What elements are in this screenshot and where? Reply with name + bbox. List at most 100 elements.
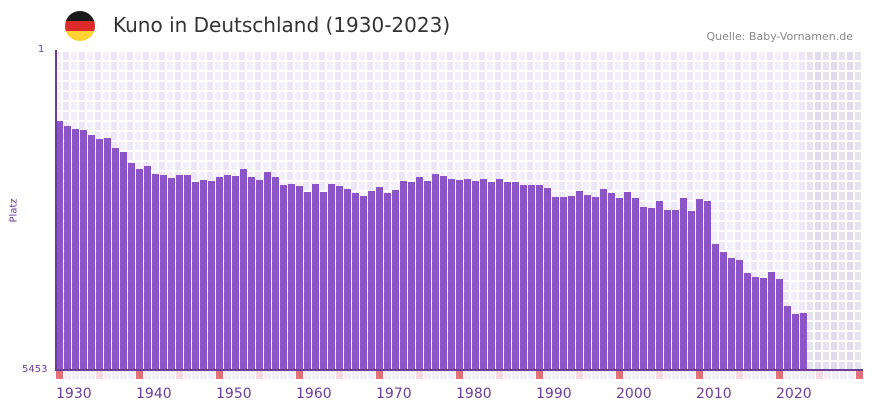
bar-1998[interactable] xyxy=(600,188,607,370)
bar-1984[interactable] xyxy=(488,181,495,370)
bar-1957[interactable] xyxy=(272,176,279,370)
bar-1947[interactable] xyxy=(192,181,199,370)
bar-2004[interactable] xyxy=(648,207,655,370)
bar-1983[interactable] xyxy=(480,178,487,370)
bar-1985[interactable] xyxy=(496,178,503,370)
bar-1964[interactable] xyxy=(328,183,335,370)
bar-1992[interactable] xyxy=(552,196,559,370)
bar-2014[interactable] xyxy=(728,257,735,370)
bar-2019[interactable] xyxy=(768,271,775,370)
bar-1977[interactable] xyxy=(432,173,439,370)
bar-1958[interactable] xyxy=(280,184,287,370)
year-marker xyxy=(272,371,279,379)
bar-2008[interactable] xyxy=(680,197,687,370)
bar-1990[interactable] xyxy=(536,184,543,370)
bar-1935[interactable] xyxy=(96,138,103,370)
bar-2010[interactable] xyxy=(696,198,703,370)
bar-1946[interactable] xyxy=(184,174,191,370)
year-marker xyxy=(608,371,615,379)
bar-1938[interactable] xyxy=(120,151,127,370)
bar-1991[interactable] xyxy=(544,187,551,370)
bar-1949[interactable] xyxy=(208,180,215,370)
bar-1981[interactable] xyxy=(464,178,471,370)
bar-1953[interactable] xyxy=(240,168,247,370)
year-marker xyxy=(704,371,711,379)
bar-1959[interactable] xyxy=(288,183,295,370)
bar-1999[interactable] xyxy=(608,192,615,370)
bar-1976[interactable] xyxy=(424,180,431,370)
bar-1966[interactable] xyxy=(344,188,351,370)
bar-1944[interactable] xyxy=(168,177,175,370)
bar-1945[interactable] xyxy=(176,174,183,370)
bar-2015[interactable] xyxy=(736,259,743,370)
bar-1996[interactable] xyxy=(584,194,591,370)
bar-2023[interactable] xyxy=(800,312,807,370)
bar-1934[interactable] xyxy=(88,135,95,370)
bar-1951[interactable] xyxy=(224,174,231,370)
bar-1969[interactable] xyxy=(368,190,375,370)
bar-2005[interactable] xyxy=(656,200,663,370)
bar-1995[interactable] xyxy=(576,190,583,370)
bar-1961[interactable] xyxy=(304,191,311,370)
bar-1960[interactable] xyxy=(296,185,303,370)
bar-2006[interactable] xyxy=(664,209,671,370)
bar-1997[interactable] xyxy=(592,196,599,370)
bar-1970[interactable] xyxy=(376,187,383,370)
bar-1974[interactable] xyxy=(408,181,415,370)
bar-2021[interactable] xyxy=(784,305,791,370)
bar-1986[interactable] xyxy=(504,181,511,370)
bar-1940[interactable] xyxy=(136,168,143,370)
bar-1952[interactable] xyxy=(232,175,239,370)
year-marker xyxy=(664,371,671,379)
bar-1972[interactable] xyxy=(392,190,399,370)
bar-2001[interactable] xyxy=(624,191,631,370)
bar-1930[interactable] xyxy=(56,121,63,370)
bar-1962[interactable] xyxy=(312,183,319,370)
bar-1954[interactable] xyxy=(248,176,255,370)
bar-1955[interactable] xyxy=(256,179,263,370)
bar-2016[interactable] xyxy=(744,272,751,370)
bar-1971[interactable] xyxy=(384,192,391,370)
bar-1980[interactable] xyxy=(456,179,463,370)
bar-1936[interactable] xyxy=(104,137,111,370)
bar-2020[interactable] xyxy=(776,278,783,370)
bar-1939[interactable] xyxy=(128,163,135,370)
bar-1968[interactable] xyxy=(360,195,367,370)
bar-1979[interactable] xyxy=(448,178,455,370)
bar-1975[interactable] xyxy=(416,176,423,370)
bar-2000[interactable] xyxy=(616,197,623,370)
year-marker xyxy=(400,371,407,379)
bar-2017[interactable] xyxy=(752,276,759,370)
bar-1943[interactable] xyxy=(160,174,167,370)
bar-2012[interactable] xyxy=(712,243,719,370)
bar-2022[interactable] xyxy=(792,313,799,370)
bar-2002[interactable] xyxy=(632,197,639,370)
bar-1973[interactable] xyxy=(400,180,407,370)
bar-1993[interactable] xyxy=(560,196,567,370)
bar-1933[interactable] xyxy=(80,130,87,370)
bar-1942[interactable] xyxy=(152,173,159,370)
bar-2013[interactable] xyxy=(720,251,727,370)
bar-1931[interactable] xyxy=(64,126,71,370)
bar-2009[interactable] xyxy=(688,210,695,370)
year-marker xyxy=(824,371,831,379)
bar-1948[interactable] xyxy=(200,179,207,370)
bar-1978[interactable] xyxy=(440,175,447,370)
bar-2011[interactable] xyxy=(704,200,711,370)
bar-1987[interactable] xyxy=(512,181,519,370)
bar-2003[interactable] xyxy=(640,206,647,370)
bar-1967[interactable] xyxy=(352,192,359,370)
bar-1937[interactable] xyxy=(112,147,119,370)
bar-1994[interactable] xyxy=(568,195,575,370)
bar-1950[interactable] xyxy=(216,176,223,370)
bar-2007[interactable] xyxy=(672,209,679,370)
bar-1932[interactable] xyxy=(72,129,79,370)
bar-1982[interactable] xyxy=(472,180,479,370)
bar-1963[interactable] xyxy=(320,191,327,370)
bar-1989[interactable] xyxy=(528,184,535,370)
bar-1965[interactable] xyxy=(336,185,343,370)
bar-1988[interactable] xyxy=(520,184,527,370)
bar-2018[interactable] xyxy=(760,277,767,370)
bar-1941[interactable] xyxy=(144,165,151,370)
bar-1956[interactable] xyxy=(264,171,271,370)
